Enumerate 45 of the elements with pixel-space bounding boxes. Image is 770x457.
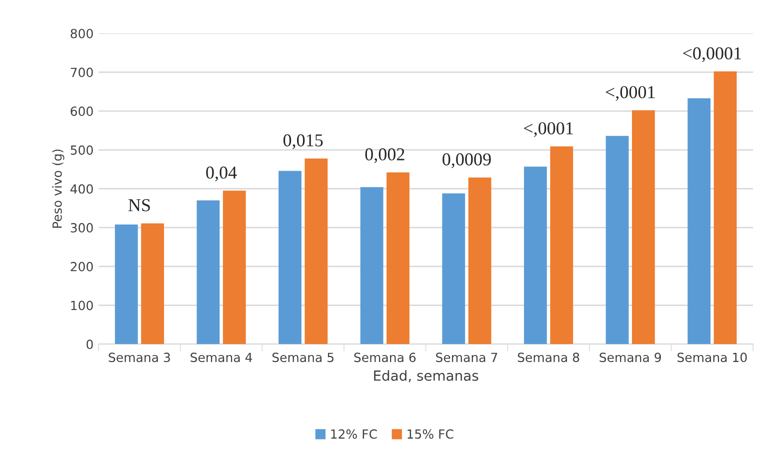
y-tick-label: 300: [70, 223, 93, 233]
annotation: <0,0001: [683, 47, 741, 62]
legend-label: 15% FC: [408, 429, 454, 439]
bar: [278, 170, 302, 344]
bar: [141, 223, 164, 344]
y-axis-title: Peso vivo (g): [52, 150, 64, 228]
bar: [304, 158, 328, 344]
x-tick-label: Semana 6: [354, 352, 416, 362]
x-tick-label: Semana 4: [190, 352, 252, 362]
annotation: 0,04: [206, 166, 237, 182]
legend-label: 12% FC: [331, 429, 377, 439]
annotation: 0,002: [365, 148, 404, 164]
x-tick-label: Semana 8: [518, 352, 580, 362]
y-tick-label: 100: [71, 300, 93, 310]
y-tick-label: 200: [70, 262, 93, 272]
x-tick-label: Semana 9: [600, 352, 661, 362]
y-tick-label: 0: [86, 340, 93, 350]
bar: [386, 172, 410, 344]
bar: [632, 110, 655, 344]
y-tick-label: 700: [70, 68, 93, 78]
x-tick-label: Semana 5: [272, 352, 334, 362]
bar: [714, 71, 737, 344]
x-tick-label: Semana 3: [108, 352, 170, 362]
annotation: NS: [128, 199, 150, 212]
bar: [688, 98, 711, 344]
bar: [524, 166, 547, 344]
x-axis-title: Edad, semanas: [374, 370, 478, 382]
x-tick-label: Semana 7: [436, 352, 498, 362]
bar: [196, 200, 220, 344]
bar: [550, 146, 574, 344]
y-tick-label: 600: [70, 106, 93, 116]
bar: [606, 136, 629, 344]
bar: [442, 193, 466, 344]
x-tick-label: Semana 10: [678, 352, 747, 362]
annotation: 0,0009: [442, 153, 491, 168]
annotation: 0,015: [283, 134, 323, 150]
annotation: <,0001: [606, 86, 655, 101]
y-tick-label: 800: [70, 28, 93, 38]
bar: [360, 187, 384, 344]
bar: [114, 224, 138, 344]
y-tick-label: 500: [70, 145, 93, 155]
annotation: <,0001: [524, 122, 573, 137]
bar: [468, 177, 492, 344]
y-tick-label: 400: [70, 184, 93, 194]
bar: [222, 190, 246, 344]
